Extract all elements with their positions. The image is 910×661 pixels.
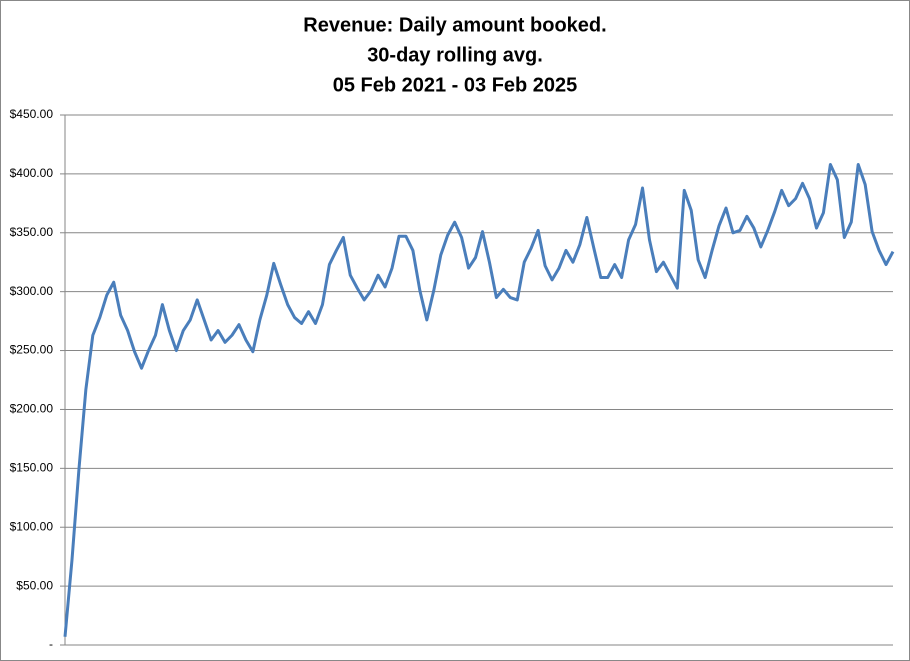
y-tick-label: $200.00: [10, 402, 54, 416]
y-tick-label: $300.00: [10, 284, 54, 298]
chart-title: 30-day rolling avg.: [367, 44, 543, 66]
chart-title: Revenue: Daily amount booked.: [303, 14, 606, 36]
y-tick-label: $150.00: [10, 461, 54, 475]
y-tick-label: -: [49, 637, 53, 651]
y-tick-label: $450.00: [10, 107, 54, 121]
data-line: [63, 162, 895, 637]
y-tick-label: $250.00: [10, 343, 54, 357]
y-tick-label: $100.00: [10, 519, 54, 533]
y-tick-label: $50.00: [16, 578, 53, 592]
chart-title: 05 Feb 2021 - 03 Feb 2025: [333, 74, 578, 96]
y-tick-label: $350.00: [10, 225, 54, 239]
y-tick-label: $400.00: [10, 166, 54, 180]
